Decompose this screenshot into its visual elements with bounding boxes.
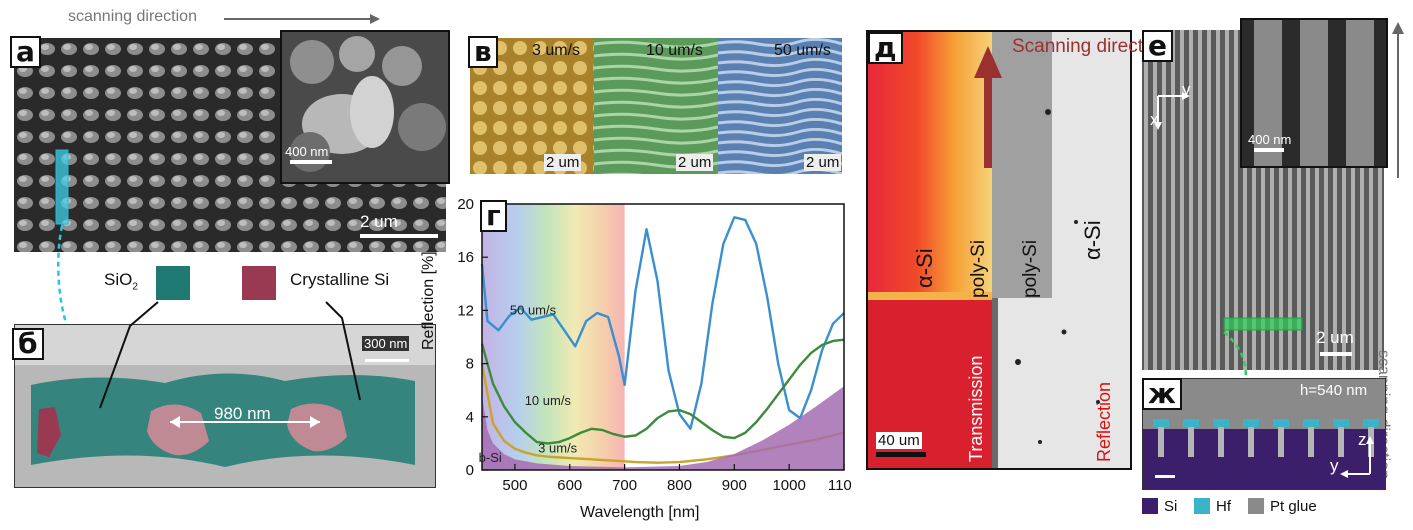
plot-frame (481, 203, 845, 471)
panel-letter-d: д (868, 32, 903, 64)
annotation-1: 10 um/s (525, 393, 572, 408)
spacing-label: 980 nm (214, 404, 271, 423)
panel-letter-b: б (12, 328, 44, 360)
y-tick-label-3: 12 (457, 302, 474, 319)
reflection-label: Reflection (1094, 381, 1114, 462)
x-tick-label-3: 800 (667, 477, 692, 494)
axis-y-label-zh: y (1330, 456, 1339, 475)
y-tick-label-0: 0 (466, 462, 474, 479)
inset-scale-label-a: 400 nm (285, 144, 329, 159)
tile-10ums (594, 38, 718, 174)
chart-ylabel: Reflection [%] (420, 251, 437, 350)
panel-letter-zh: ж (1142, 378, 1182, 410)
y-tick-label-4: 16 (457, 249, 474, 266)
sem-inset-texture (282, 32, 448, 182)
tile-speed-1: 3 um/s (532, 42, 581, 59)
legend-si-zh-label: Si (1164, 498, 1178, 515)
scanning-arrow-e-icon (1392, 22, 1404, 178)
sem-inset-a (280, 30, 450, 184)
tile-pattern-2 (594, 38, 718, 174)
legend-hf-label: Hf (1216, 498, 1231, 515)
inset-scale-label-e: 400 nm (1248, 132, 1292, 147)
panel-letter-e: е (1142, 30, 1173, 62)
series-line-0 (480, 216, 845, 430)
panel-letter-g: г (480, 200, 507, 232)
sem-inset-e-texture (1242, 20, 1386, 166)
legend-pointer-lines (99, 301, 361, 409)
poly-si-2-label: poly-Si (1020, 239, 1041, 298)
x-tick-label-0: 500 (502, 477, 527, 494)
tile-scale-1: 2 um (544, 154, 582, 171)
panel-letter-a: а (10, 36, 41, 68)
tile-speed-2: 10 um/s (646, 42, 703, 59)
sem-cross-section (15, 325, 435, 487)
series-area-b-si (482, 386, 844, 470)
visible-spectrum-band (482, 204, 625, 470)
y-tick-label-2: 8 (466, 356, 474, 373)
chart-xlabel: Wavelength [nm] (580, 504, 700, 521)
tile-scale-3: 2 um (804, 154, 842, 171)
y-tick-label-1: 4 (466, 409, 474, 426)
sem-inset-e (1240, 18, 1388, 168)
scale-label-b: 300 nm (362, 336, 410, 351)
sem-image-zh (1142, 378, 1386, 490)
annotation-0: 50 um/s (510, 302, 557, 317)
zy-axes-icon (1340, 436, 1374, 478)
height-label: h=540 nm (1300, 382, 1368, 399)
transmission-label: Transmission (966, 355, 986, 462)
tile-pattern-3 (718, 38, 842, 174)
scanning-arrow-icon (224, 14, 380, 24)
legend-pt-label: Pt glue (1270, 498, 1317, 515)
scanning-direction-label: scanning direction (68, 8, 197, 25)
x-tick-label-4: 900 (722, 477, 747, 494)
tile-scale-2: 2 um (676, 154, 714, 171)
series-line-1 (480, 338, 845, 445)
scale-label-a: 2 um (360, 212, 398, 231)
tile-speed-3: 50 um/s (774, 42, 831, 59)
panel-letter-v: в (468, 36, 498, 68)
scale-label-d: 40 um (876, 432, 922, 449)
poly-si-1-label: poly-Si (968, 239, 989, 298)
sem-image-b (14, 324, 436, 488)
legend-sio2-swatch (156, 266, 190, 300)
y-tick-label-5: 20 (457, 196, 474, 213)
legend-pt-swatch (1248, 498, 1264, 514)
x-tick-label-2: 700 (612, 477, 637, 494)
legend-si-swatch (242, 266, 276, 300)
sem-cross-section-zh (1143, 379, 1385, 489)
scanning-direction-d: Scanning direction (1012, 36, 1169, 57)
legend-sio2-label: SiO2 (104, 270, 138, 293)
annotation-3: b-Si (479, 450, 502, 465)
annotation-2: 3 um/s (538, 441, 578, 456)
xy-axes-icon (1154, 92, 1190, 130)
axis-x-label-e: x (1150, 110, 1159, 129)
scale-label-e: 2 um (1316, 328, 1354, 347)
legend-si-label: Crystalline Si (290, 270, 390, 289)
legend-hf-swatch (1194, 498, 1210, 514)
a-si-right-label: α-Si (1080, 220, 1105, 260)
axis-y-label-e: y (1182, 80, 1191, 99)
legend-si-zh-swatch (1142, 498, 1158, 514)
spacing-arrow-icon (170, 416, 320, 428)
x-tick-label-1: 600 (557, 477, 582, 494)
a-si-left-label: α-Si (912, 248, 937, 288)
axis-z-label-zh: z (1358, 430, 1367, 449)
x-tick-label-5: 1000 (772, 477, 805, 494)
tile-50ums (718, 38, 842, 174)
